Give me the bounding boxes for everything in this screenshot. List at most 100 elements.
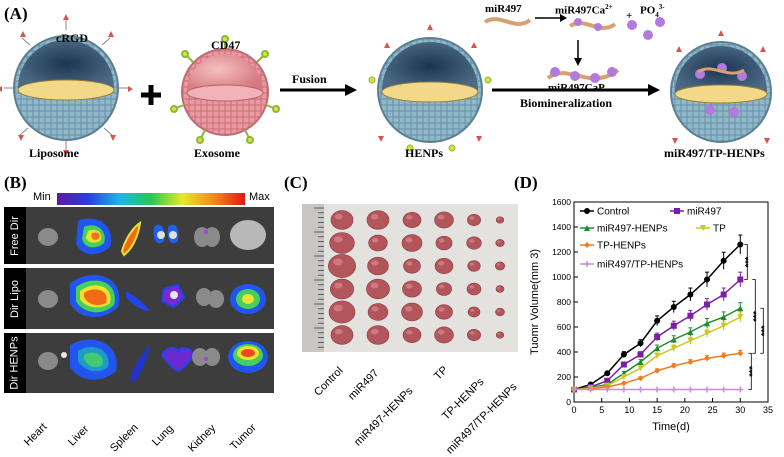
crgd-label: cRGD — [56, 31, 88, 45]
tumor-highlight — [469, 285, 475, 289]
data-point — [637, 386, 644, 393]
legend-label: Control — [597, 207, 629, 218]
y-tick-label: 1600 — [552, 197, 571, 207]
tumor-sample — [402, 212, 422, 228]
tumor-sample — [467, 329, 481, 341]
legend-entry: miR497 — [670, 207, 722, 218]
biomineralization-label: Biomineralization — [520, 96, 612, 110]
data-point — [604, 386, 611, 393]
significance-label: *** — [743, 256, 753, 267]
data-point — [687, 312, 694, 319]
tumor-highlight — [438, 307, 445, 312]
y-tick-label: 600 — [557, 322, 571, 332]
tumor-highlight — [497, 332, 501, 335]
liposome-label: Liposome — [29, 146, 80, 160]
tumor-highlight — [334, 328, 343, 335]
legend-label: miR497 — [687, 207, 722, 218]
tumor-highlight — [405, 237, 413, 243]
tumor-highlight — [497, 217, 501, 220]
data-point — [670, 345, 677, 352]
x-tick-label: 10 — [624, 405, 634, 415]
tumor-sample — [330, 325, 354, 345]
data-point — [720, 314, 727, 320]
panel-a-schematic — [0, 14, 772, 156]
tumor-highlight — [371, 306, 379, 312]
tumor-sample — [329, 232, 355, 254]
row-label-dir-lipo: Dir Lipo — [4, 268, 26, 329]
organ-label-kidney: Kidney — [186, 422, 219, 455]
data-point — [654, 334, 661, 340]
legend-label: TP — [713, 224, 726, 235]
group-label-control: Control — [312, 364, 346, 399]
significance-label: *** — [747, 366, 757, 377]
group-label-tp: TP — [432, 364, 451, 383]
data-point — [687, 337, 694, 344]
x-tick-label: 5 — [599, 405, 604, 415]
data-point — [720, 386, 727, 393]
row-label-dir-henps: Dir HENPs — [4, 333, 26, 393]
data-point — [620, 351, 627, 358]
legend-entry: TP — [696, 224, 726, 235]
legend-label: miR497-HENPs — [597, 224, 668, 235]
tumor-highlight — [333, 304, 343, 312]
data-point — [670, 336, 677, 343]
tumor-sample — [367, 256, 389, 276]
data-point — [737, 305, 744, 312]
data-point — [687, 359, 694, 365]
data-point — [704, 301, 711, 308]
organ-label-liver: Liver — [66, 423, 92, 449]
legend-entry: miR497/TP-HENPs — [580, 260, 683, 271]
bracket-line — [752, 279, 756, 354]
tumor-highlight — [333, 258, 343, 266]
henps-illustration — [368, 24, 492, 152]
tumor-sample — [367, 303, 389, 321]
color-scale-bar — [57, 193, 245, 205]
tumor-sample — [401, 302, 423, 322]
significance-label: *** — [759, 325, 769, 336]
data-point — [654, 386, 661, 393]
data-point — [620, 374, 627, 380]
series-mir497-tp-henps — [571, 386, 744, 393]
panel-a-label: (A) — [4, 4, 28, 23]
data-point — [637, 375, 644, 382]
data-point — [620, 380, 627, 387]
tumor-highlight — [334, 282, 343, 289]
legend-entry: TP-HENPs — [580, 241, 646, 252]
tumor-highlight — [371, 260, 379, 266]
tumor-highlight — [497, 286, 501, 289]
panel-d-label: (D) — [514, 173, 538, 192]
data-point — [654, 367, 661, 374]
mir497ca-label: miR497Ca2+ — [555, 3, 613, 17]
tumor-highlight — [371, 237, 379, 243]
tumor-highlight — [334, 213, 343, 220]
tumor-sample — [366, 325, 390, 345]
tumor-highlight — [438, 238, 445, 243]
po4-label: PO43- — [640, 3, 665, 19]
tumor-sample — [495, 307, 505, 317]
tumor-sample — [434, 326, 454, 344]
tumor-highlight — [405, 283, 413, 289]
tumor-photo — [302, 204, 518, 352]
significance-label: *** — [751, 311, 761, 322]
tumor-sample — [494, 261, 506, 271]
scale-max-label: Max — [249, 191, 270, 203]
data-point — [737, 276, 744, 283]
tumor-sample — [328, 254, 356, 278]
tumor-sample — [467, 306, 481, 318]
y-tick-label: 0 — [566, 397, 571, 407]
tumor-sample — [466, 282, 482, 296]
tumor-highlight — [469, 238, 475, 243]
data-point — [704, 355, 711, 362]
x-tick-label: 30 — [735, 405, 745, 415]
legend-entry: Control — [580, 207, 629, 218]
tumor-highlight — [406, 215, 413, 220]
mir497-label: miR497 — [485, 3, 522, 15]
y-axis-label: Tuomr Volume(mm 3) — [529, 249, 541, 355]
henps-label: HENPs — [405, 146, 444, 160]
row-label-free-dir: Free Dir — [4, 207, 26, 264]
organ-label-tumor: Tumor — [228, 421, 259, 453]
tumor-sample — [435, 304, 453, 320]
tumor-highlight — [438, 261, 445, 266]
data-point — [637, 351, 644, 358]
tumor-sample — [435, 235, 453, 251]
